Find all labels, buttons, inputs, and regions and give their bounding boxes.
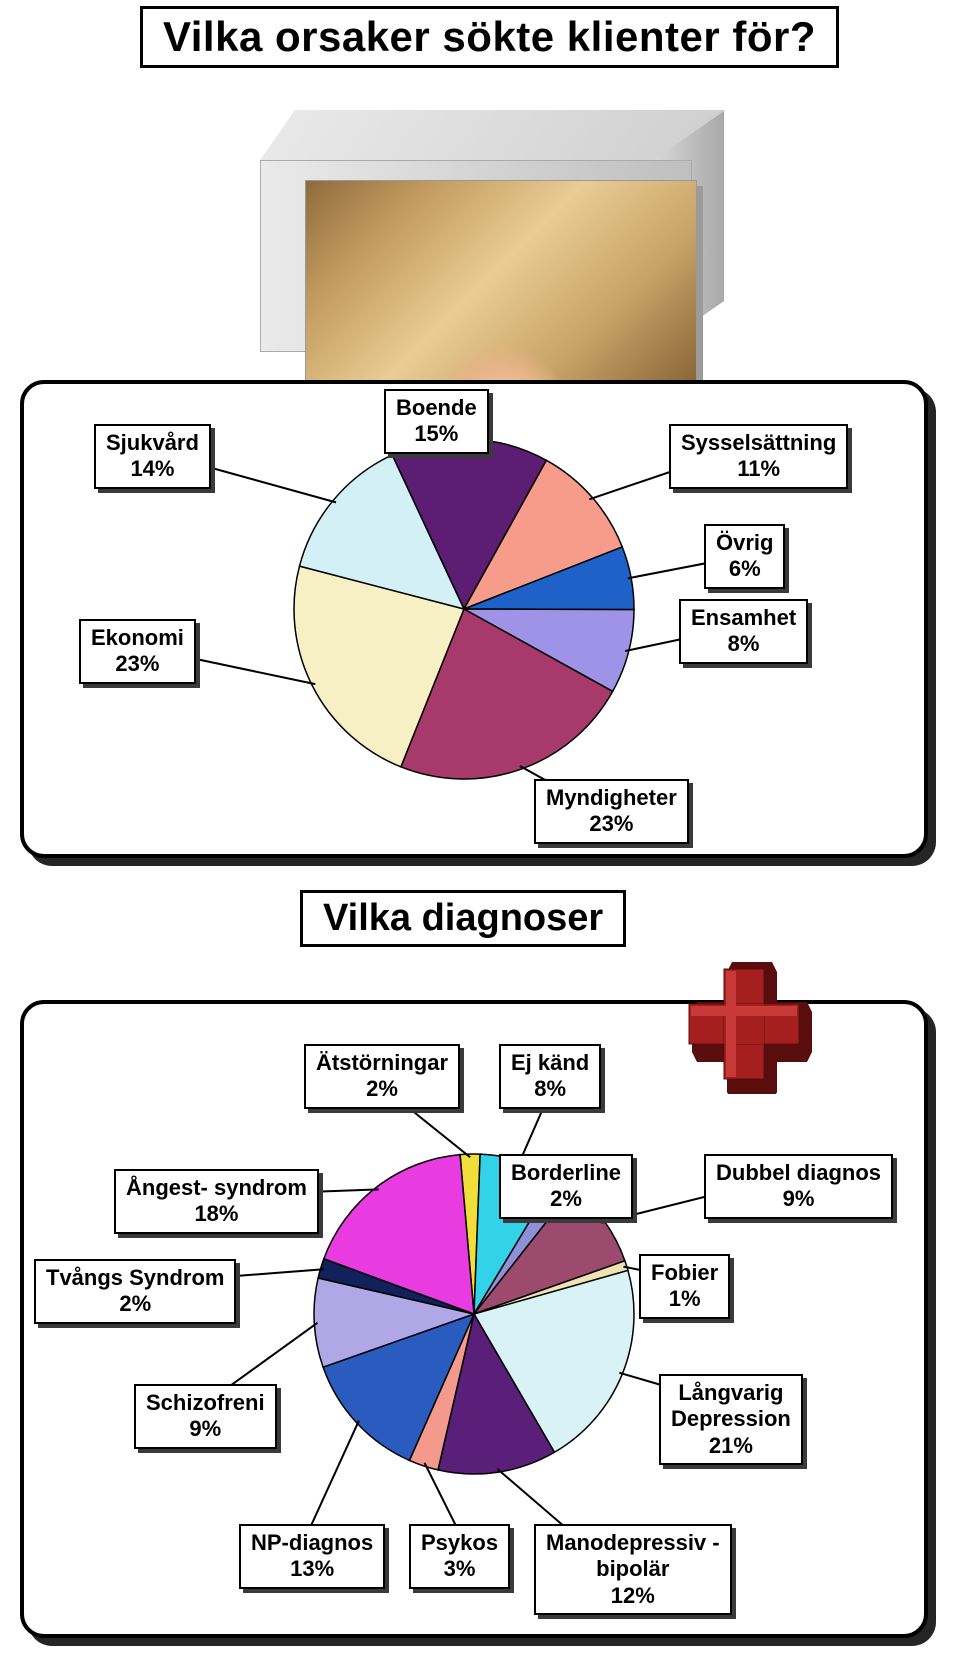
chart-label-pct: 11% bbox=[681, 456, 836, 482]
chart-label: Fobier1% bbox=[639, 1254, 730, 1319]
chart-label-line: Långvarig bbox=[671, 1380, 791, 1406]
chart-label: Sjukvård14% bbox=[94, 424, 211, 489]
chart-label-text: Schizofreni bbox=[146, 1390, 265, 1415]
chart-label-pct: 9% bbox=[716, 1186, 881, 1212]
reasons-pie bbox=[274, 409, 654, 789]
chart-label: Övrig6% bbox=[704, 524, 785, 589]
chart-label-text: Ekonomi bbox=[91, 625, 184, 650]
chart-label-pct: 8% bbox=[511, 1076, 589, 1102]
chart-label: Schizofreni9% bbox=[134, 1384, 277, 1449]
chart-label-pct: 23% bbox=[546, 811, 677, 837]
chart-label-pct: 9% bbox=[146, 1416, 265, 1442]
chart-label-text: Psykos bbox=[421, 1530, 498, 1555]
chart-label-pct: 8% bbox=[691, 631, 796, 657]
chart-label-text: Sysselsättning bbox=[681, 430, 836, 455]
chart-label-line: 21% bbox=[671, 1433, 791, 1459]
headache-photo bbox=[305, 180, 697, 412]
chart-label-text: Myndigheter bbox=[546, 785, 677, 810]
chart-label-pct: 6% bbox=[716, 556, 773, 582]
chart-label-pct: 23% bbox=[91, 651, 184, 677]
chart-label-line: Tvångs Syndrom bbox=[46, 1265, 224, 1291]
chart-label: Ångest- syndrom18% bbox=[114, 1169, 319, 1234]
chart-label-text: Övrig bbox=[716, 530, 773, 555]
chart-label-text: Ensamhet bbox=[691, 605, 796, 630]
chart-label: LångvarigDepression21% bbox=[659, 1374, 803, 1465]
box3d-top bbox=[260, 110, 725, 160]
page-title-1: Vilka orsaker sökte klienter för? bbox=[140, 6, 839, 68]
diagnoses-card: Ätstörningar2%Ej känd8%Borderline2%Dubbe… bbox=[20, 1000, 928, 1638]
chart-label-text: Borderline bbox=[511, 1160, 621, 1185]
chart-label: Manodepressiv -bipolär12% bbox=[534, 1524, 732, 1615]
chart-label: Ekonomi23% bbox=[79, 619, 196, 684]
reasons-card: Sjukvård14% Boende15% Sysselsättning11% Övr… bbox=[20, 380, 928, 858]
chart-label-pct: 15% bbox=[396, 421, 477, 447]
chart-label-text: Boende bbox=[396, 395, 477, 420]
chart-label-line: Manodepressiv - bbox=[546, 1530, 720, 1556]
page-title-2: Vilka diagnoser bbox=[300, 890, 626, 947]
chart-label-pct: 1% bbox=[651, 1286, 718, 1312]
chart-label: Ej känd8% bbox=[499, 1044, 601, 1109]
headache-image-box bbox=[260, 110, 690, 350]
medical-cross-icon bbox=[674, 954, 814, 1094]
chart-label: Ätstörningar2% bbox=[304, 1044, 460, 1109]
chart-label-pct: 3% bbox=[421, 1556, 498, 1582]
page: Vilka orsaker sökte klienter för? Sjukvå… bbox=[0, 0, 960, 1676]
chart-label: Tvångs Syndrom2% bbox=[34, 1259, 236, 1324]
reasons-pie-svg bbox=[274, 409, 654, 789]
chart-label-text: NP-diagnos bbox=[251, 1530, 373, 1555]
chart-label: Borderline2% bbox=[499, 1154, 633, 1219]
chart-label-pct: 2% bbox=[511, 1186, 621, 1212]
chart-label: Myndigheter23% bbox=[534, 779, 689, 844]
chart-label: NP-diagnos13% bbox=[239, 1524, 385, 1589]
chart-label: Boende15% bbox=[384, 389, 489, 454]
chart-label-line: bipolär bbox=[546, 1556, 720, 1582]
chart-label: Sysselsättning11% bbox=[669, 424, 848, 489]
chart-label: Dubbel diagnos9% bbox=[704, 1154, 893, 1219]
chart-label: Ensamhet8% bbox=[679, 599, 808, 664]
chart-label-text: Ej känd bbox=[511, 1050, 589, 1075]
chart-label-text: Sjukvård bbox=[106, 430, 199, 455]
chart-label-line: 12% bbox=[546, 1583, 720, 1609]
chart-label-pct: 14% bbox=[106, 456, 199, 482]
chart-label-pct: 2% bbox=[316, 1076, 448, 1102]
chart-label-line: 2% bbox=[46, 1291, 224, 1317]
chart-label-text: Ätstörningar bbox=[316, 1050, 448, 1075]
chart-label-line: 18% bbox=[126, 1201, 307, 1227]
chart-label-text: Fobier bbox=[651, 1260, 718, 1285]
chart-label-text: Dubbel diagnos bbox=[716, 1160, 881, 1185]
chart-label: Psykos3% bbox=[409, 1524, 510, 1589]
chart-label-pct: 13% bbox=[251, 1556, 373, 1582]
chart-label-line: Depression bbox=[671, 1406, 791, 1432]
chart-label-line: Ångest- syndrom bbox=[126, 1175, 307, 1201]
